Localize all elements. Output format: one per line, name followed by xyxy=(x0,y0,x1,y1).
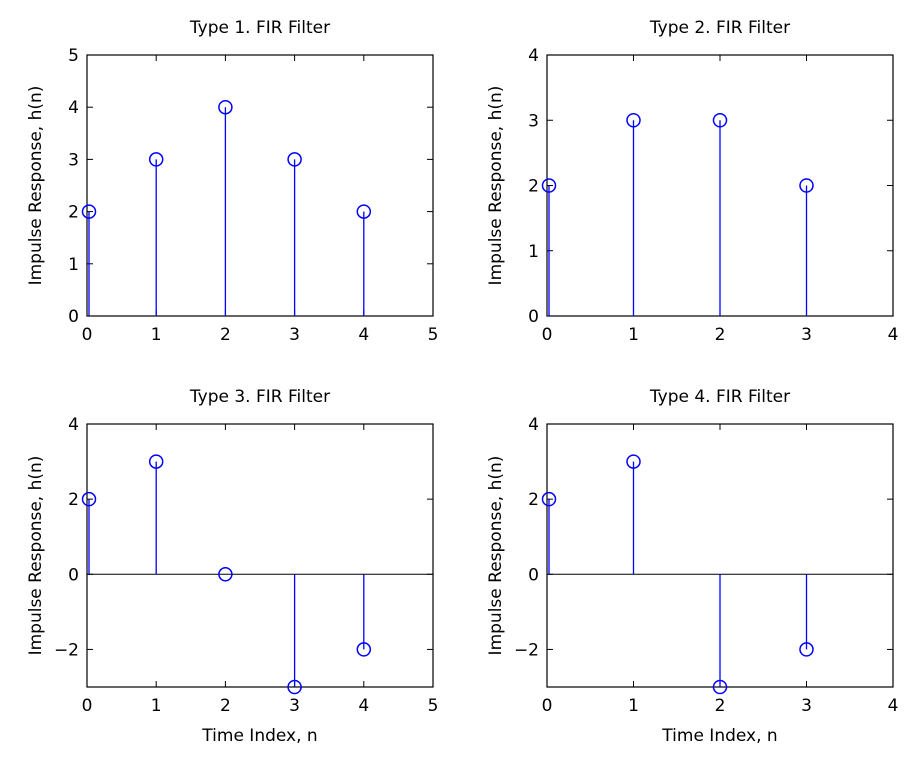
x-axis-label: Time Index, n xyxy=(661,726,777,746)
x-tick-label: 2 xyxy=(220,696,231,716)
stem-marker xyxy=(218,99,233,115)
x-tick-label: 0 xyxy=(542,325,553,345)
x-tick-label: 5 xyxy=(428,325,439,345)
x-tick-label: 1 xyxy=(151,696,162,716)
subplot-2: 0 1 2 3 4 0 1 2 3 4 Type 2. FIR Filter Impulse Resp… xyxy=(486,18,898,345)
x-tick-label: 3 xyxy=(801,325,812,345)
stem-marker xyxy=(712,679,728,695)
y-tick-label: 2 xyxy=(528,490,539,510)
stem-marker xyxy=(799,642,814,657)
x-tick-label: 4 xyxy=(888,325,899,345)
stem-marker xyxy=(218,567,233,582)
stem-marker xyxy=(626,113,641,128)
y-tick-label: 0 xyxy=(68,307,79,327)
stem-marker xyxy=(287,679,302,695)
x-tick-label: 4 xyxy=(888,696,899,716)
stem-marker xyxy=(287,152,302,167)
x-tick-label: 2 xyxy=(220,325,231,345)
y-axis-label: Impulse Response, h(n) xyxy=(486,456,506,656)
y-tick-label: 2 xyxy=(528,177,539,197)
x-tick-label: 0 xyxy=(82,325,93,345)
y-tick-label: 4 xyxy=(528,46,539,66)
chart-title: Type 3. FIR Filter xyxy=(189,387,330,407)
x-tick-label: 4 xyxy=(358,696,369,716)
x-tick-label: 3 xyxy=(289,325,300,345)
axes-box xyxy=(86,423,434,688)
x-tick-label: 1 xyxy=(628,696,639,716)
y-axis-label: Impulse Response, h(n) xyxy=(26,86,46,286)
x-tick-label: 0 xyxy=(82,696,93,716)
stem-marker xyxy=(356,642,372,657)
x-tick-label: 0 xyxy=(542,696,553,716)
y-tick-label: 3 xyxy=(528,111,539,131)
stem-marker xyxy=(541,178,557,193)
x-tick-label: 3 xyxy=(801,696,812,716)
x-tick-label: 3 xyxy=(289,696,300,716)
y-axis-label: Impulse Response, h(n) xyxy=(26,456,46,656)
y-tick-label: 2 xyxy=(68,490,79,510)
y-axis-label: Impulse Response, h(n) xyxy=(486,86,506,286)
y-tick-label: 4 xyxy=(68,415,79,435)
stem-marker xyxy=(81,491,97,507)
stem-marker xyxy=(799,178,814,193)
subplot-4: 0 1 2 3 4 −2 0 2 4 Type 4. FIR Filter Impulse Resp… xyxy=(486,387,898,746)
y-tick-label: 2 xyxy=(68,203,79,223)
axes-box xyxy=(86,54,434,317)
chart-title: Type 1. FIR Filter xyxy=(189,18,330,38)
y-tick-label: 4 xyxy=(68,98,79,118)
y-tick-label: 1 xyxy=(68,255,79,275)
x-tick-label: 2 xyxy=(715,696,726,716)
chart-title: Type 4. FIR Filter xyxy=(649,387,790,407)
stem-marker xyxy=(148,454,164,469)
y-tick-label: 0 xyxy=(68,565,79,585)
stem-marker xyxy=(81,204,97,219)
x-tick-label: 1 xyxy=(628,325,639,345)
y-tick-label: −2 xyxy=(54,640,79,660)
subplot-3: 0 1 2 3 4 5 −2 0 2 4 Type 3. FIR Filter Impulse Res… xyxy=(26,387,438,746)
x-tick-label: 5 xyxy=(428,696,439,716)
stem-marker xyxy=(148,152,164,167)
subplot-1: 0 1 2 3 4 5 0 1 2 3 4 5 Type 1. FIR Filter Impulse Re… xyxy=(26,18,438,345)
y-tick-label: 0 xyxy=(528,565,539,585)
x-tick-label: 2 xyxy=(715,325,726,345)
x-tick-label: 1 xyxy=(151,325,162,345)
stem-marker xyxy=(541,491,557,507)
stem-marker xyxy=(712,113,728,128)
y-tick-label: 4 xyxy=(528,415,539,435)
x-axis-label: Time Index, n xyxy=(201,726,317,746)
chart-title: Type 2. FIR Filter xyxy=(649,18,790,38)
y-tick-label: 3 xyxy=(68,150,79,170)
y-tick-label: 1 xyxy=(528,242,539,262)
x-tick-label: 4 xyxy=(358,325,369,345)
stem-marker xyxy=(626,454,641,469)
y-tick-label: 5 xyxy=(68,46,79,66)
y-tick-label: 0 xyxy=(528,307,539,327)
stem-marker xyxy=(356,204,372,219)
y-tick-label: −2 xyxy=(514,640,539,660)
